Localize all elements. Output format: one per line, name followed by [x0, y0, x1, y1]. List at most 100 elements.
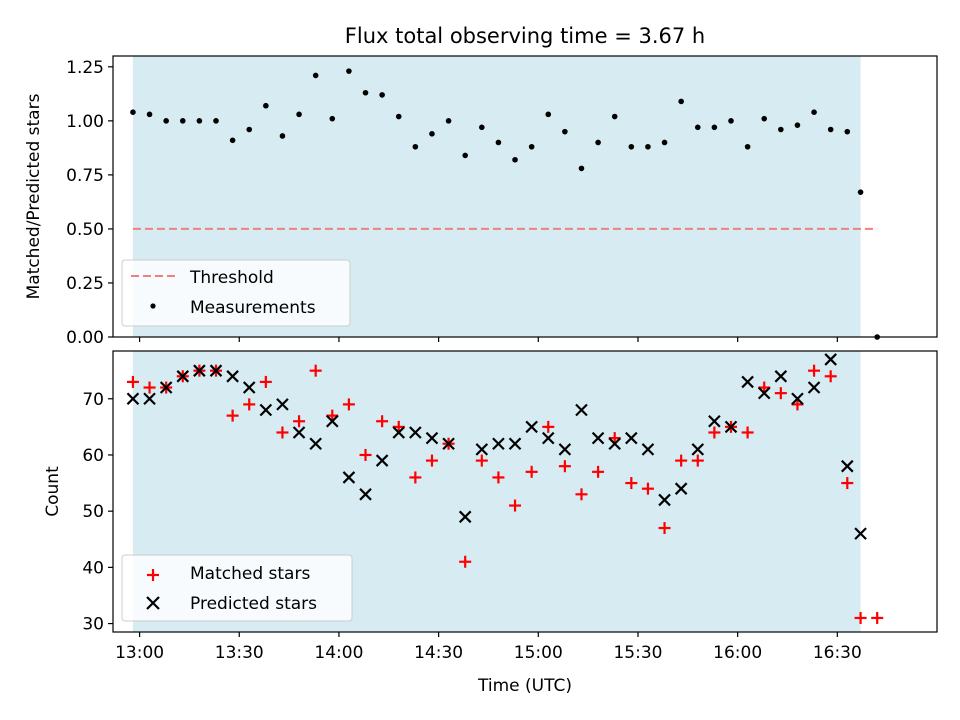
matched-star-point [542, 420, 555, 433]
predicted-star-point [691, 443, 705, 456]
matched-star-point [475, 454, 488, 467]
y-tick-label: 0.75 [66, 166, 104, 186]
matched-star-point [808, 364, 821, 377]
matched-star-point [226, 409, 239, 422]
measurement-point [512, 156, 518, 163]
measurement-point [130, 109, 136, 115]
matched-star-point [608, 432, 621, 445]
measurement-point [611, 113, 618, 120]
matched-star-point [675, 454, 688, 467]
matched-star-point [509, 499, 522, 512]
measurement-point [694, 124, 701, 131]
predicted-star-point [841, 459, 854, 473]
matched-star-point [259, 375, 272, 388]
measurement-point [827, 126, 834, 133]
matched-star-point [392, 420, 405, 433]
predicted-star-point [591, 431, 605, 445]
matched-star-point [708, 426, 721, 439]
predicted-star-point [608, 437, 621, 451]
measurement-point [246, 126, 253, 133]
predicted-star-point [159, 381, 173, 394]
measurement-point [628, 143, 635, 150]
x-tick-label: 15:30 [613, 643, 662, 663]
matched-star-point [409, 471, 422, 484]
legend-measurements-swatch [150, 303, 156, 309]
measurement-point [811, 109, 817, 115]
measurements-series [130, 68, 880, 340]
measurement-point [711, 124, 718, 131]
measurement-point [163, 118, 169, 124]
y-tick-label: 0.25 [66, 274, 104, 294]
top-legend: Threshold Measurements [121, 259, 351, 327]
matched-star-point [854, 611, 867, 624]
legend-matched-swatch [147, 569, 159, 581]
y-tick-label: 0.00 [66, 328, 104, 348]
top-panel: 0.00 0.25 0.50 0.75 1.00 1.25 Matched/Predict… [24, 55, 938, 348]
top-y-ticks: 0.00 0.25 0.50 0.75 1.00 1.25 [66, 58, 113, 348]
y-tick-label: 30 [82, 615, 104, 635]
legend-measurements-label: Measurements [190, 298, 316, 318]
bottom-axes-frame [112, 350, 938, 633]
bottom-legend-box [121, 554, 353, 622]
matched-star-point [459, 555, 472, 568]
matched-star-point [558, 460, 571, 473]
predicted-star-point [824, 353, 837, 366]
matched-star-point [791, 398, 804, 411]
predicted-star-point [226, 370, 239, 383]
predicted-star-point [259, 403, 273, 417]
predicted-star-point [143, 392, 156, 406]
measurement-point [857, 189, 864, 195]
measurement-point [761, 115, 768, 122]
measurement-point [562, 128, 568, 135]
predicted-star-point [625, 431, 638, 445]
bottom-x-ticks: 13:00 13:30 14:00 14:30 15:00 15:30 16:00 16:30 [115, 632, 862, 663]
bottom-y-axis-label: Count [43, 466, 63, 517]
matched-star-point [126, 375, 139, 388]
measurement-point [263, 102, 269, 109]
measurement-point [462, 152, 468, 159]
matched-star-point [425, 454, 438, 467]
y-tick-label: 0.50 [66, 220, 104, 240]
x-tick-label: 13:00 [115, 643, 164, 663]
matched-star-point [625, 477, 638, 490]
measurement-point [346, 68, 352, 74]
predicted-star-point [807, 381, 821, 394]
measurement-point [362, 89, 369, 96]
predicted-star-point [854, 527, 867, 540]
measurement-point [778, 126, 784, 133]
predicted-star-point [193, 364, 206, 377]
predicted-star-point [126, 392, 140, 406]
matched-star-point [326, 409, 339, 422]
measurement-point [179, 118, 186, 124]
matched-star-point [824, 370, 837, 383]
matched-star-point [525, 465, 538, 478]
predicted-star-point [541, 431, 555, 445]
bottom-y-ticks: 30 40 50 60 70 [82, 390, 113, 635]
predicted-star-point [658, 493, 671, 507]
chart-title: Flux total observing time = 3.67 h [345, 24, 705, 48]
matched-star-point [575, 488, 588, 501]
measurement-point [329, 115, 336, 122]
predicted-star-point [409, 426, 422, 439]
predicted-star-point [757, 386, 771, 400]
predicted-star-point [242, 381, 256, 394]
matched-star-point [691, 454, 704, 467]
matched-star-point [492, 471, 505, 484]
predicted-star-point [342, 471, 356, 484]
matched-star-point [592, 465, 605, 478]
measurement-point [213, 118, 219, 124]
measurement-point [229, 137, 236, 144]
y-tick-label: 1.25 [66, 58, 104, 78]
matched-star-point [841, 477, 854, 490]
measurement-point [661, 139, 668, 146]
predicted-star-point [425, 431, 439, 445]
top-x-ticks [138, 337, 838, 342]
measurement-point [645, 143, 651, 150]
measurement-point [728, 118, 734, 124]
y-tick-label: 60 [82, 446, 104, 466]
legend-matched-label: Matched stars [190, 564, 310, 584]
x-tick-label: 16:30 [813, 643, 862, 663]
matched-star-point [871, 611, 884, 624]
matched-star-point [293, 415, 306, 428]
predicted-star-point [674, 482, 688, 495]
